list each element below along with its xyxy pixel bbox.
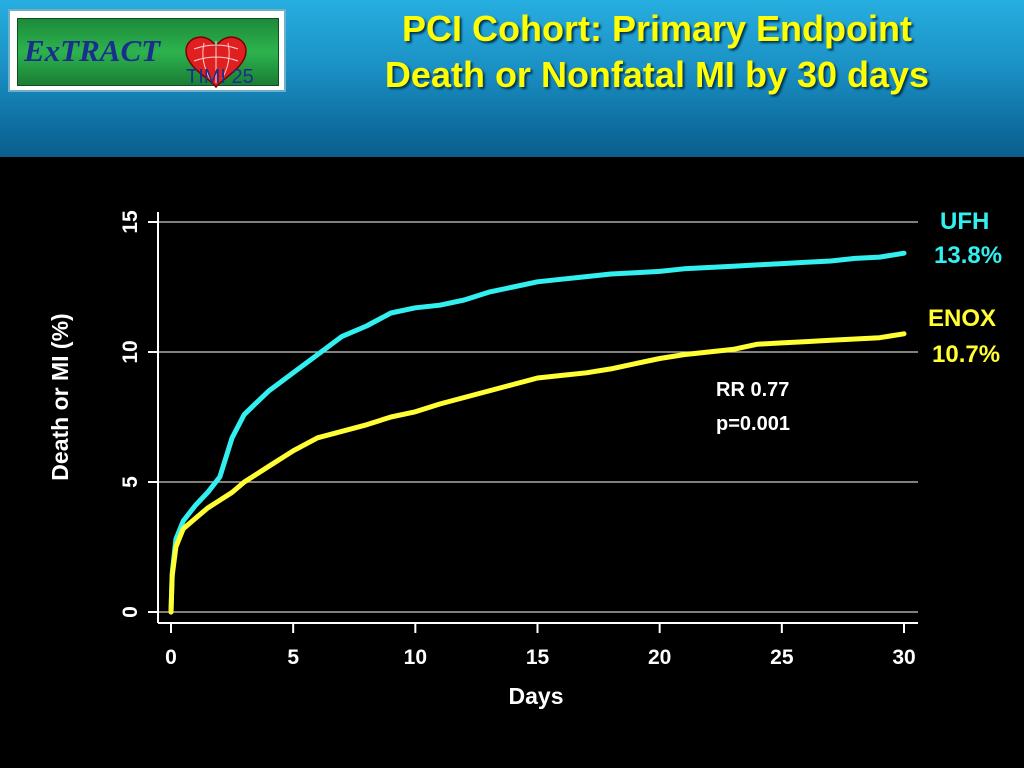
logo-graphics: ExTRACT TIMI 25 (23, 33, 254, 89)
y-tick-label-10: 10 (119, 340, 142, 363)
logo-subtitle: TIMI 25 (186, 66, 254, 88)
title-line-1: PCI Cohort: Primary Endpoint (401, 8, 912, 49)
legend-enox-value: 10.7% (932, 341, 1001, 368)
title-line-2: Death or Nonfatal MI by 30 days (384, 54, 930, 95)
y-tick-label-5: 5 (119, 476, 142, 488)
axis-ticks: 0 5 10 15 0 5 10 15 20 25 30 (119, 210, 916, 669)
y-axis-label: Death or MI (%) (47, 313, 73, 480)
extract-timi-logo: ExTRACT TIMI 25 (8, 9, 286, 92)
legend-ufh-name: UFH (940, 208, 990, 235)
header-band: ExTRACT TIMI 25 PCI Cohort: Primary Endp… (0, 0, 1024, 157)
x-tick-label-25: 25 (770, 646, 794, 669)
x-tick-label-0: 0 (165, 646, 177, 669)
grid-lines (158, 221, 918, 613)
series-lines (168, 250, 907, 615)
y-tick-label-0: 0 (119, 606, 142, 618)
x-tick-label-5: 5 (287, 646, 299, 669)
series-line-enox (168, 331, 907, 615)
logo-wordmark: ExTRACT (23, 33, 161, 68)
series-line-ufh (168, 250, 907, 615)
p-value-annotation: p=0.001 (716, 413, 790, 435)
legend-enox-name: ENOX (928, 305, 997, 332)
slide-title: PCI Cohort: Primary Endpoint Death or No… (300, 6, 1014, 98)
x-tick-label-20: 20 (648, 646, 671, 669)
y-tick-label-15: 15 (119, 210, 142, 234)
x-tick-label-15: 15 (526, 646, 550, 669)
x-axis-label: Days (509, 683, 564, 709)
x-tick-label-30: 30 (892, 646, 915, 669)
x-tick-label-10: 10 (404, 646, 427, 669)
axes (157, 212, 918, 624)
legend-ufh-value: 13.8% (934, 242, 1003, 269)
rr-annotation: RR 0.77 (716, 379, 790, 401)
globe-heart-icon (185, 36, 247, 89)
